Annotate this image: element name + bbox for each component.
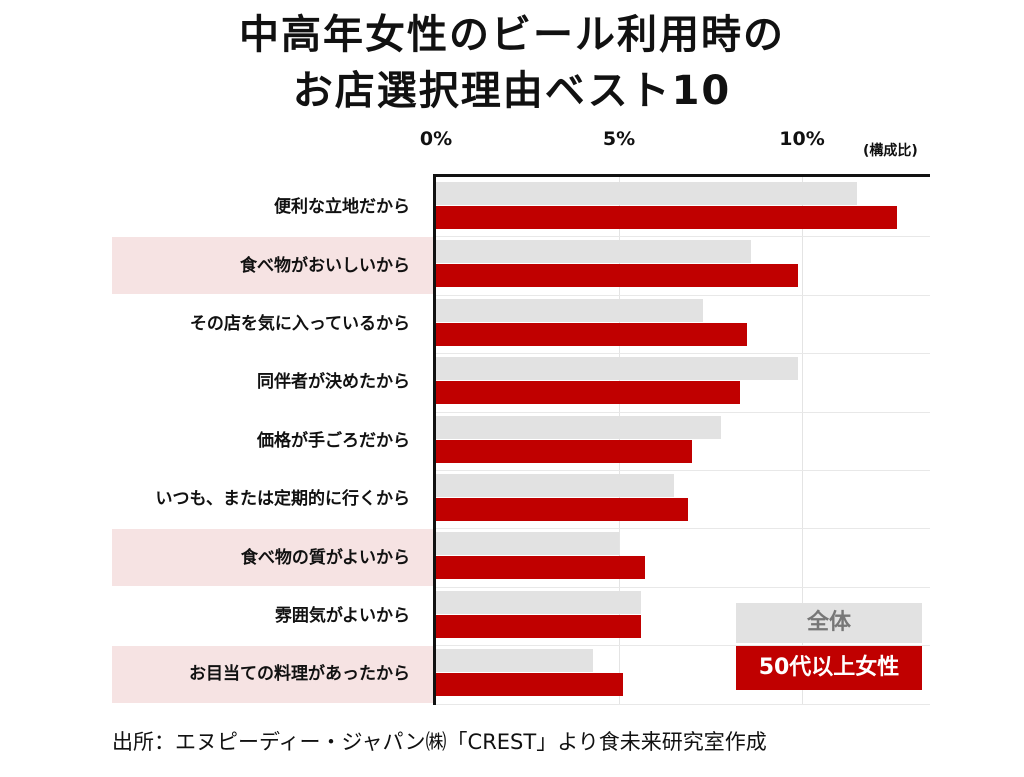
row-separator — [436, 645, 930, 646]
x-tick-label: 10% — [779, 128, 825, 150]
bar-women-50plus — [436, 673, 623, 697]
x-axis-line — [433, 174, 930, 177]
category-label: 食べ物の質がよいから — [240, 547, 410, 568]
category-label: いつも、または定期的に行くから — [155, 489, 411, 510]
bar-all — [436, 415, 721, 439]
x-tick-label: 5% — [602, 128, 636, 150]
bar-women-50plus — [436, 381, 740, 405]
bar-all — [436, 240, 751, 264]
row-separator — [436, 412, 930, 413]
gridline — [802, 176, 803, 705]
bar-women-50plus — [436, 439, 692, 463]
bar-all — [436, 474, 674, 497]
source-note: 出所：エヌピーディー・ジャパン㈱「CREST」より食未来研究室作成 — [112, 730, 767, 754]
chart-title-line1: 中高年女性のビール利用時の — [239, 12, 785, 58]
category-label: 雰囲気がよいから — [274, 606, 410, 626]
category-label: 価格が手ごろだから — [257, 430, 410, 451]
y-axis-line — [433, 176, 436, 705]
highlight-band — [112, 646, 434, 703]
category-label: 同伴者が決めたから — [257, 372, 410, 393]
chart-title-line2: お店選択理由ベスト10 — [292, 68, 732, 114]
category-label: その店を気に入っているから — [189, 314, 410, 334]
bar-all — [436, 649, 593, 673]
x-tick-label: 0% — [419, 128, 453, 150]
bar-women-50plus — [436, 264, 798, 288]
row-separator — [436, 236, 930, 237]
legend-entry-women-50plus: 50代以上女性 — [736, 646, 922, 690]
bar-all — [436, 357, 798, 381]
bar-women-50plus — [436, 206, 897, 229]
category-label: 食べ物がおいしいから — [240, 255, 410, 276]
category-label: 便利な立地だから — [274, 197, 410, 218]
bar-women-50plus — [436, 498, 688, 521]
row-separator — [436, 353, 930, 354]
row-separator — [436, 528, 930, 529]
highlight-band — [112, 529, 434, 586]
highlight-band — [112, 237, 434, 294]
bar-women-50plus — [436, 556, 645, 580]
bar-all — [436, 532, 619, 556]
row-separator — [436, 470, 930, 471]
bar-all — [436, 298, 703, 322]
legend-entry-all: 全体 — [736, 603, 922, 643]
row-separator — [436, 295, 930, 296]
bar-women-50plus — [436, 614, 641, 638]
bar-all — [436, 590, 641, 614]
unit-label: (構成比) — [863, 143, 918, 159]
bar-women-50plus — [436, 322, 747, 346]
row-separator — [436, 587, 930, 588]
bar-all — [436, 182, 857, 205]
category-label: お目当ての料理があったから — [189, 664, 410, 685]
row-separator — [436, 704, 930, 705]
